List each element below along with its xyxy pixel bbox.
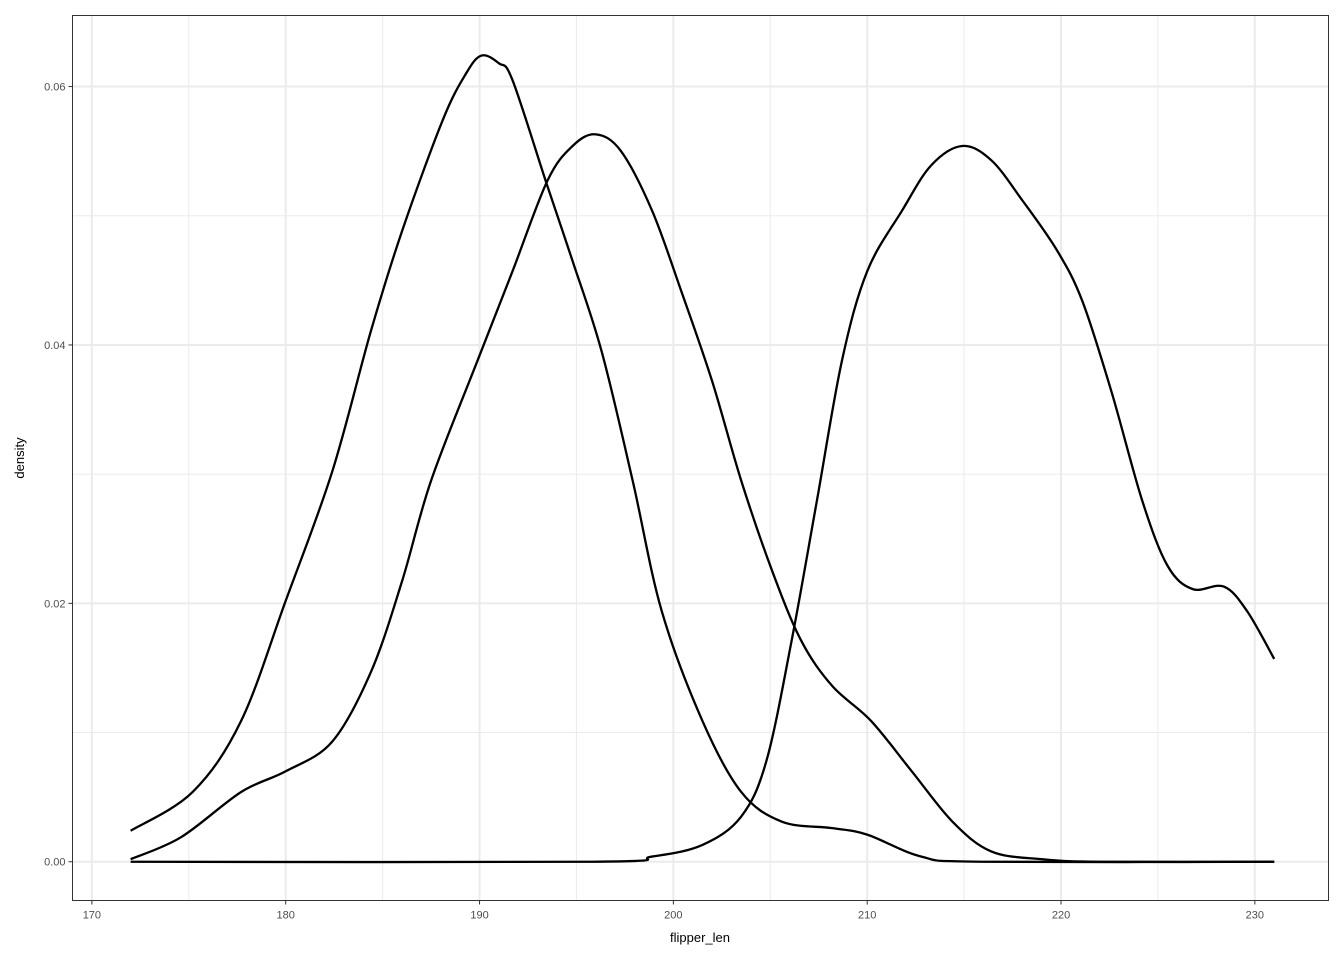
y-axis: 0.00 0.02 0.04 0.06	[44, 82, 73, 869]
x-tick-label: 220	[1052, 910, 1070, 922]
density-line-1	[130, 54, 1275, 864]
x-axis: 170 180 190 200 210 220 230	[83, 900, 1264, 922]
x-tick-label: 210	[858, 910, 876, 922]
x-tick-label: 180	[277, 910, 295, 922]
y-tick-label: 0.04	[44, 340, 65, 352]
density-lines	[130, 54, 1276, 864]
y-tick-label: 0.02	[44, 598, 65, 610]
grid	[72, 15, 1329, 901]
density-line-2	[130, 133, 1275, 864]
x-tick-label: 200	[664, 910, 682, 922]
panel-border	[72, 15, 1329, 901]
y-tick-label: 0.06	[44, 82, 65, 94]
x-tick-label: 170	[83, 910, 101, 922]
x-tick-label: 190	[470, 910, 488, 922]
x-axis-title: flipper_len	[670, 930, 730, 945]
y-tick-label: 0.00	[44, 857, 65, 869]
density-line-3	[130, 144, 1276, 864]
x-tick-label: 230	[1246, 910, 1264, 922]
y-axis-title: density	[12, 437, 27, 479]
